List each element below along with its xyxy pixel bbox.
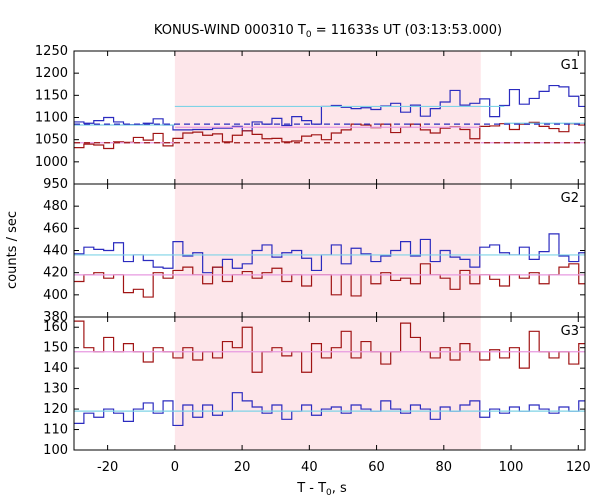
y-tick-label-G3: 140 — [43, 361, 68, 376]
y-tick-label-G3: 150 — [43, 341, 68, 356]
y-tick-label-G3: 110 — [43, 423, 68, 438]
panel-label-G3: G3 — [561, 324, 579, 339]
x-tick-label: 60 — [368, 460, 385, 475]
y-tick-label-G2: 440 — [43, 244, 68, 259]
y-tick-label-G2: 420 — [43, 266, 68, 281]
x-axis-label-rest: , s — [332, 481, 347, 496]
y-tick-label-G3: 100 — [43, 443, 68, 458]
y-tick-label-G1: 1100 — [35, 111, 68, 126]
panel-G3: 100 110 120 130 140 150 160 G3 -20 0 20 40 60 80 100 12… — [43, 316, 591, 475]
y-axis-label: counts / sec — [5, 211, 20, 289]
y-tick-label-G1: 1200 — [35, 66, 68, 81]
series-step-G2-blue — [74, 233, 585, 274]
y-tick-label-G1: 1150 — [35, 88, 68, 103]
x-axis-label: T - T0, s — [296, 481, 347, 498]
y-tick-label-G3: 160 — [43, 320, 68, 335]
y-tick-label-G2: 460 — [43, 221, 68, 236]
y-tick-label-G3: 130 — [43, 382, 68, 397]
panel-G1: 950 1000 1050 1100 1150 1200 1250 G1 — [35, 44, 586, 192]
y-tick-label-G2: 480 — [43, 199, 68, 214]
series-step-G2-red — [74, 263, 585, 298]
x-tick-label: 80 — [436, 460, 453, 475]
y-tick-label-G2: 400 — [43, 288, 68, 303]
x-tick-label: -20 — [97, 460, 118, 475]
panel-G2: 380 400 420 440 460 480 G2 — [43, 183, 586, 325]
chart-title-subscript: 0 — [306, 30, 312, 40]
x-tick-label: 120 — [566, 460, 591, 475]
y-tick-label-G1: 950 — [43, 177, 68, 192]
x-tick-label: 0 — [171, 460, 179, 475]
y-tick-label-G1: 1250 — [35, 44, 68, 59]
y-tick-label-G2: 380 — [43, 310, 68, 325]
chart-title-rest: = 11633s UT (03:13:53.000) — [312, 23, 502, 38]
y-tick-label-G1: 1050 — [35, 133, 68, 148]
series-step-G3-red — [74, 320, 585, 373]
x-tick-label: 100 — [499, 460, 524, 475]
chart-title-main: KONUS-WIND 000310 T — [154, 23, 306, 38]
panels-group: 950100010501100115012001250G138040042044… — [35, 44, 591, 475]
shaded-interval-G3 — [174, 317, 481, 450]
x-tick-label: 40 — [301, 460, 318, 475]
panel-frame-G3 — [73, 316, 586, 451]
x-axis-label-main: T - T — [296, 481, 326, 496]
shaded-interval-G1 — [174, 51, 481, 184]
shaded-interval-G2 — [174, 184, 481, 317]
y-tick-label-G1: 1000 — [35, 155, 68, 170]
panel-label-G1: G1 — [561, 58, 579, 73]
panel-label-G2: G2 — [561, 191, 579, 206]
x-axis-label-subscript: 0 — [326, 488, 332, 498]
x-tick-label: 20 — [234, 460, 251, 475]
chart-title: KONUS-WIND 000310 T0 = 11633s UT (03:13:… — [154, 23, 502, 40]
y-tick-label-G3: 120 — [43, 402, 68, 417]
